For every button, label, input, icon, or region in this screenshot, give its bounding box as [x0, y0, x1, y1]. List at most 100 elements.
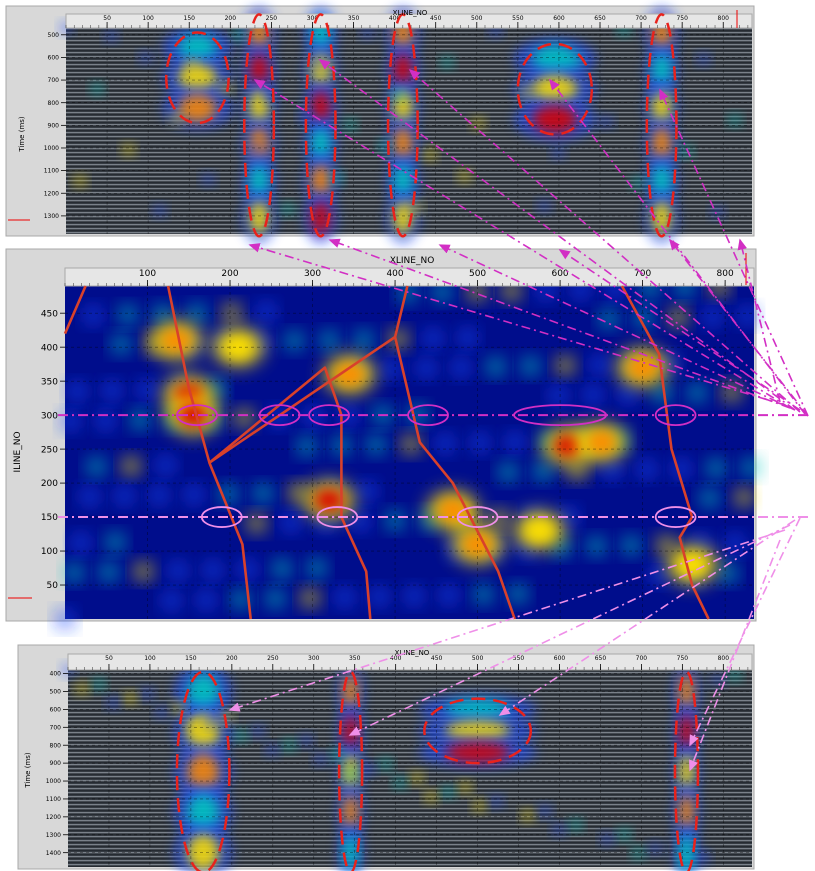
bot-y-tick-label: 500 [50, 689, 62, 696]
bot-x-tick-label: 50 [105, 655, 113, 662]
top-y-ticks: 500 600 700 800 900 1000 1100 1200 1300 [44, 32, 66, 220]
mid-bg-blob [134, 562, 153, 581]
mid-bg-blob [533, 462, 552, 481]
magenta-connector [438, 244, 796, 411]
mid-bg-blob [405, 586, 424, 605]
top-x-tick-label: 600 [553, 15, 565, 22]
top-blob-core [311, 201, 330, 235]
mid-bg-blob [618, 385, 637, 404]
top-blob-core [250, 201, 268, 235]
top-bg-blob [122, 143, 135, 156]
bot-bg-blob [107, 697, 120, 710]
bot-bg-blob [569, 818, 582, 831]
bot-blob-core [679, 794, 694, 831]
bot-blob-core [445, 742, 510, 763]
top-blob-core [311, 127, 330, 161]
mid-bg-blob [297, 437, 316, 456]
mid-x-ruler [64, 267, 755, 287]
bot-blob-core [187, 834, 219, 871]
mid-y-tick-label: 350 [41, 377, 58, 387]
mid-bg-blob [622, 536, 641, 555]
bot-zone-ellipse [673, 670, 700, 871]
mid-ylabel: ILINE_NO [13, 431, 23, 472]
mid-bg-blob [103, 381, 122, 400]
top-bg-blob [184, 59, 197, 72]
bot-bg-blob [331, 748, 344, 761]
top-bg-blob [631, 176, 644, 189]
mid-bg-blob [122, 457, 141, 476]
bot-bg-blob [186, 720, 199, 733]
bot-bg-blob [283, 739, 296, 752]
mid-bg-blob [653, 384, 672, 403]
bot-bg-blob [155, 706, 168, 719]
mid-bg-blob [254, 484, 273, 503]
top-x-tick-label: 800 [718, 15, 730, 22]
bot-x-tick-label: 150 [185, 655, 197, 662]
bot-x-tick-label: 300 [308, 655, 320, 662]
mid-bg-blob [320, 331, 339, 350]
mid-bg-blob [486, 357, 505, 376]
mid-bg-blob [84, 306, 103, 325]
bot-x-tick-label: 650 [595, 655, 607, 662]
mid-fault [63, 285, 87, 335]
bot-bg-blob [521, 809, 534, 822]
mid-bg-blob [587, 537, 606, 556]
bot-blob-core [343, 794, 358, 831]
top-y-tick-label: 900 [48, 122, 60, 129]
top-x-tick-label: 50 [103, 15, 111, 22]
bot-x-tick-label: 250 [267, 655, 279, 662]
mid-bg-blob [184, 485, 203, 504]
bot-bg-blob [632, 847, 645, 860]
top-bg-blob [233, 28, 246, 41]
mid-bg-blob [436, 434, 455, 453]
mid-marker-ellipse [308, 404, 350, 427]
top-y-tick-label: 800 [48, 100, 60, 107]
top-bg-blob [441, 56, 454, 69]
bot-bg-blob [265, 744, 278, 757]
mid-bg-blob [339, 406, 358, 425]
mid-bg-blob [65, 563, 84, 582]
bot-bg-blob [75, 682, 88, 695]
mid-x-tick-label: 200 [221, 269, 238, 279]
mid-bg-blob [358, 482, 377, 501]
top-blob-core [652, 164, 671, 198]
mid-y-tick-label: 250 [41, 445, 58, 455]
top-title: XLINE_NO [393, 9, 428, 17]
mid-bg-blob [474, 585, 493, 604]
top-zone-ellipse [304, 13, 337, 238]
top-x-tick-label: 500 [471, 15, 483, 22]
top-bg-blob [153, 204, 166, 217]
top-bg-blob [520, 86, 533, 99]
top-bg-blob [423, 148, 436, 161]
bot-y-tick-label: 1400 [46, 850, 61, 857]
mid-bg-blob [301, 588, 320, 607]
bot-bg-blob [220, 710, 233, 723]
mid-bg-blob [87, 457, 106, 476]
top-blob-core [178, 34, 217, 62]
top-bg-blob [409, 201, 422, 214]
top-blob-core [652, 201, 671, 235]
mid-bg-blob [389, 330, 408, 349]
bot-x-tick-label: 750 [677, 655, 689, 662]
mid-bg-blob [490, 509, 509, 528]
mid-bg-blob [556, 356, 575, 375]
magenta-connector [318, 59, 796, 411]
bot-bg-blob [379, 757, 392, 770]
mid-bg-blob [471, 433, 490, 452]
bot-x-tick-label: 800 [718, 655, 730, 662]
mid-hotspot-core [224, 336, 253, 359]
bot-dashed-zones [175, 670, 700, 871]
mid-bg-blob [61, 412, 80, 431]
mid-bg-blob [719, 564, 738, 583]
pink-connector [689, 517, 801, 747]
top-y-tick-label: 1000 [44, 145, 59, 152]
mid-bg-blob [112, 335, 131, 354]
top-bg-blob [392, 87, 405, 100]
mid-bg-blob [452, 358, 471, 377]
mid-hotspot-core [315, 489, 344, 512]
mid-bg-blob [584, 385, 603, 404]
bot-bg-blob [490, 795, 503, 808]
top-bg-blob [344, 118, 357, 131]
top-bg-blob [73, 175, 86, 188]
top-blob-core [178, 94, 217, 122]
